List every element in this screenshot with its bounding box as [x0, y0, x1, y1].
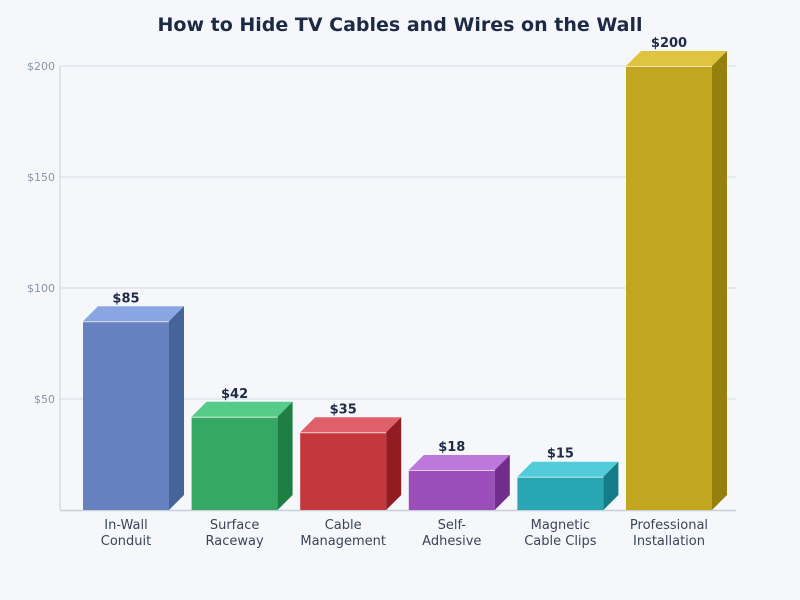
value-label: $85: [112, 291, 139, 306]
x-tick-label: Cable Clips: [524, 534, 597, 549]
bar-side: [603, 461, 619, 510]
bar: $18: [408, 440, 510, 510]
x-tick-label: Conduit: [101, 534, 151, 549]
bars: $85 $42 $35 $18 $15 $200: [83, 36, 727, 510]
bar-front: [517, 476, 604, 510]
bar-side: [386, 417, 402, 510]
x-tick-label: Surface: [210, 518, 260, 533]
bar-side: [712, 51, 727, 510]
bar-top: [517, 461, 619, 477]
bar: $35: [300, 402, 402, 510]
bar: $200: [626, 36, 727, 510]
bar-side: [169, 306, 184, 510]
bar-top: [626, 51, 727, 66]
bar: $15: [517, 447, 619, 510]
bar: $85: [83, 291, 184, 510]
bar-front: [300, 432, 387, 510]
bar-top: [83, 306, 184, 322]
bar-side: [277, 401, 293, 510]
x-tick-label: Management: [300, 534, 386, 549]
x-tick-label: Magnetic: [531, 518, 591, 533]
x-tick-label: In-Wall: [104, 518, 147, 533]
value-label: $15: [547, 447, 574, 462]
bar-top: [408, 455, 510, 471]
y-tick-label: $50: [34, 393, 55, 406]
value-label: $35: [330, 402, 357, 417]
y-tick-label: $100: [27, 282, 55, 295]
axes: [59, 66, 736, 512]
bar-front: [408, 470, 495, 510]
bar-side: [494, 455, 510, 510]
x-tick-label: Cable: [325, 518, 362, 533]
bar-front: [626, 66, 712, 510]
y-tick-label: $200: [27, 60, 55, 73]
value-label: $18: [438, 440, 465, 455]
x-tick-label: Installation: [633, 534, 705, 549]
y-tick-label: $150: [27, 171, 55, 184]
bar-top: [300, 417, 402, 433]
value-label: $42: [221, 387, 248, 402]
x-tick-label: Raceway: [206, 534, 264, 549]
bar-top: [191, 401, 293, 417]
bar: $42: [191, 387, 293, 510]
bar-front: [191, 416, 278, 510]
x-tick-label: Professional: [630, 518, 708, 533]
x-tick-label: Self-: [438, 518, 467, 533]
value-label: $200: [651, 36, 687, 51]
chart-title: How to Hide TV Cables and Wires on the W…: [157, 14, 643, 36]
x-tick-label: Adhesive: [422, 534, 481, 549]
bar-front: [83, 321, 169, 510]
